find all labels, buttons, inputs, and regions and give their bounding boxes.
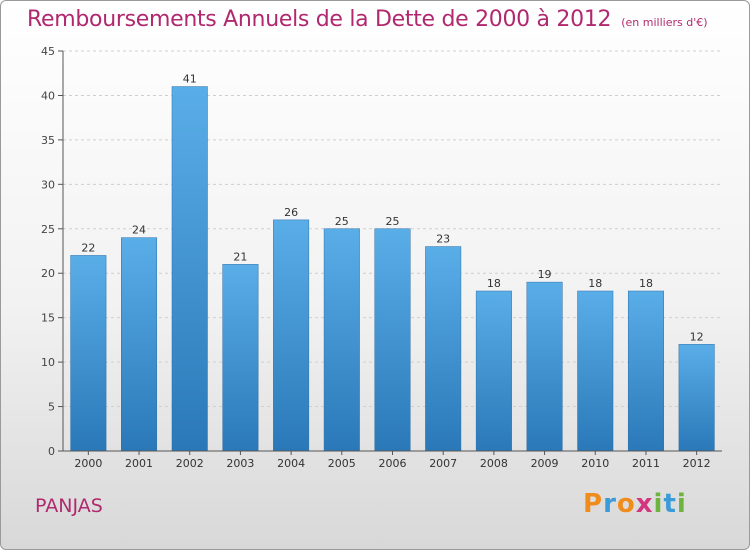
x-tick-label: 2009 <box>531 457 559 470</box>
bar-2008 <box>475 290 512 452</box>
bar-2009 <box>526 281 563 452</box>
x-tick-label: 2010 <box>581 457 609 470</box>
bar-2004 <box>273 219 310 452</box>
y-tick-label: 40 <box>41 89 55 102</box>
bar-value-label: 19 <box>538 268 552 281</box>
y-tick-label: 0 <box>48 445 55 458</box>
axes: 0 5 10 15 20 25 30 35 40 45 2000 2001 2002 2003 2004 20… <box>41 45 722 470</box>
y-tick-label: 30 <box>41 178 55 191</box>
x-tick-label: 2006 <box>379 457 407 470</box>
chart-title-main: Remboursements Annuels de la Dette de 20… <box>27 7 612 32</box>
proxiti-logo: Proxiti <box>583 489 687 519</box>
bar-2012 <box>678 344 715 452</box>
bar-2010 <box>577 290 614 452</box>
bar-value-label: 21 <box>233 250 247 263</box>
y-tick-label: 10 <box>41 356 55 369</box>
x-tick-label: 2005 <box>328 457 356 470</box>
bar-value-label: 24 <box>132 224 146 237</box>
bar-2005 <box>323 228 360 452</box>
y-tick-label: 20 <box>41 267 55 280</box>
bar-2011 <box>627 290 664 452</box>
y-tick-label: 5 <box>48 401 55 414</box>
bar-value-label: 18 <box>487 277 501 290</box>
y-tick-label: 35 <box>41 134 55 147</box>
bar-2000 <box>70 255 107 452</box>
y-tick-label: 15 <box>41 312 55 325</box>
x-tick-label: 2007 <box>429 457 457 470</box>
bar-2007 <box>425 246 462 452</box>
x-tick-label: 2003 <box>226 457 254 470</box>
y-tick-label: 45 <box>41 45 55 58</box>
commune-name: PANJAS <box>35 495 103 517</box>
x-tick-label: 2012 <box>683 457 711 470</box>
y-tick-label: 25 <box>41 223 55 236</box>
chart-title: Remboursements Annuels de la Dette de 20… <box>27 7 708 32</box>
bar-value-label: 18 <box>588 277 602 290</box>
bar-value-label: 23 <box>436 233 450 246</box>
logo-letter: x <box>635 489 654 519</box>
bar-value-label: 25 <box>386 215 400 228</box>
bar-2006 <box>374 228 411 452</box>
bar-value-label: 22 <box>81 241 95 254</box>
bar-2002 <box>171 86 208 452</box>
bars: 22 24 41 21 26 25 25 23 18 19 18 18 12 <box>70 73 715 452</box>
bar-value-label: 18 <box>639 277 653 290</box>
x-tick-label: 2011 <box>632 457 660 470</box>
x-tick-label: 2004 <box>277 457 305 470</box>
bar-value-label: 12 <box>690 330 704 343</box>
bar-2001 <box>121 237 158 452</box>
logo-letter: o <box>616 489 636 519</box>
bar-value-label: 26 <box>284 206 298 219</box>
logo-letter: i <box>653 489 664 519</box>
bar-value-label: 25 <box>335 215 349 228</box>
chart-subtitle: (en milliers d'€) <box>621 16 708 29</box>
logo-letter: P <box>583 489 604 519</box>
x-tick-label: 2001 <box>125 457 153 470</box>
bar-value-label: 41 <box>183 73 197 86</box>
logo-letter: t <box>663 489 677 519</box>
bar-2003 <box>222 264 259 452</box>
logo-letter: i <box>676 489 687 519</box>
x-tick-label: 2000 <box>74 457 102 470</box>
x-tick-label: 2008 <box>480 457 508 470</box>
logo-letter: r <box>603 489 617 519</box>
x-tick-label: 2002 <box>176 457 204 470</box>
